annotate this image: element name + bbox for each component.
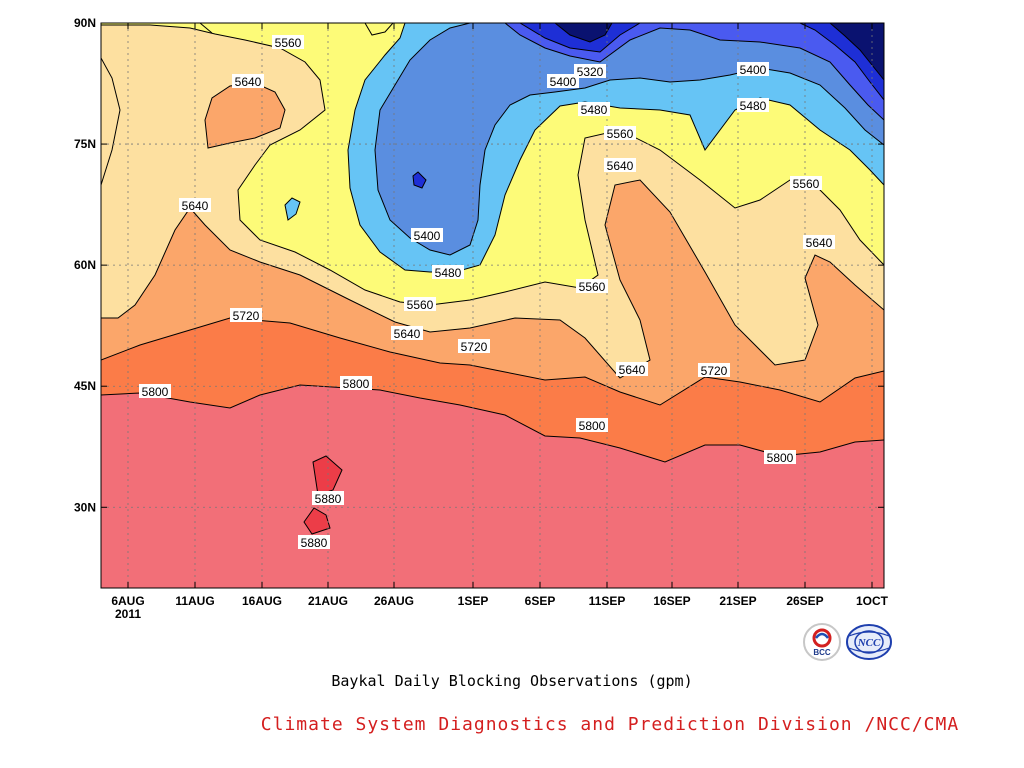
y-tick-label: 75N — [74, 137, 96, 151]
contour-label: 5480 — [432, 265, 464, 280]
y-tick-labels: 90N 75N 60N 45N 30N — [74, 16, 96, 514]
y-tick-label: 60N — [74, 258, 96, 272]
contour-label: 5640 — [803, 235, 835, 250]
contour-label: 5640 — [604, 158, 636, 173]
bcc-logo-text: BCC — [813, 648, 831, 657]
band-5560-5640-leftedge — [101, 58, 120, 185]
contour-label: 5800 — [139, 384, 171, 399]
y-tick-label: 30N — [74, 500, 96, 514]
x-tick-labels: 6AUG 2011 11AUG 16AUG 21AUG 26AUG 1SEP 6SEP 11SE… — [111, 594, 888, 621]
contour-label: 5640 — [391, 326, 423, 341]
contour-label: 5560 — [790, 176, 822, 191]
contour-label: 5720 — [698, 363, 730, 378]
contour-label: 5880 — [312, 491, 344, 506]
svg-text:5880: 5880 — [301, 536, 328, 550]
svg-text:5720: 5720 — [233, 309, 260, 323]
bcc-logo: BCC — [803, 623, 841, 661]
contour-label: 5400 — [737, 62, 769, 77]
svg-text:5400: 5400 — [550, 75, 577, 89]
x-tick-label: 16AUG — [242, 594, 282, 608]
contour-label: 5560 — [272, 35, 304, 50]
svg-text:5320: 5320 — [577, 65, 604, 79]
svg-text:5800: 5800 — [343, 377, 370, 391]
x-tick-label: 11SEP — [589, 594, 626, 608]
contour-label: 5480 — [737, 98, 769, 113]
svg-text:5800: 5800 — [142, 385, 169, 399]
contour-label: 5800 — [340, 376, 372, 391]
svg-text:5800: 5800 — [579, 419, 606, 433]
grid — [101, 23, 884, 588]
contour-label: 5640 — [179, 198, 211, 213]
svg-text:5640: 5640 — [619, 363, 646, 377]
contour-chart: 6AUG 2011 11AUG 16AUG 21AUG 26AUG 1SEP 6SEP 11SE… — [74, 16, 889, 621]
band-5320-5400 — [375, 23, 884, 255]
y-tick-label: 45N — [74, 379, 96, 393]
svg-text:5400: 5400 — [414, 229, 441, 243]
contour-label: 5720 — [230, 308, 262, 323]
svg-text:5640: 5640 — [607, 159, 634, 173]
svg-text:5480: 5480 — [740, 99, 767, 113]
svg-text:5640: 5640 — [806, 236, 833, 250]
svg-text:5480: 5480 — [581, 103, 608, 117]
contour-label: 5320 — [574, 64, 606, 79]
x-tick-label: 16SEP — [653, 594, 690, 608]
svg-text:5640: 5640 — [394, 327, 421, 341]
tick-marks — [101, 22, 884, 588]
svg-text:5640: 5640 — [235, 75, 262, 89]
contour-label: 5560 — [604, 126, 636, 141]
contour-label: 5400 — [411, 228, 443, 243]
chart-subtitle: Baykal Daily Blocking Observations (gpm) — [331, 672, 693, 690]
y-tick-label: 90N — [74, 16, 96, 30]
svg-text:5720: 5720 — [461, 340, 488, 354]
svg-text:5400: 5400 — [740, 63, 767, 77]
contour-label: 5720 — [458, 339, 490, 354]
contour-label: 5560 — [404, 297, 436, 312]
svg-text:5640: 5640 — [182, 199, 209, 213]
svg-text:5560: 5560 — [407, 298, 434, 312]
ncc-logo: NCC — [846, 624, 892, 660]
svg-text:5560: 5560 — [579, 280, 606, 294]
contour-fills — [101, 23, 884, 588]
svg-text:5560: 5560 — [607, 127, 634, 141]
contour-label: 5480 — [578, 102, 610, 117]
svg-text:5560: 5560 — [275, 36, 302, 50]
ncc-logo-text: NCC — [857, 637, 881, 649]
small-low-18aug — [285, 198, 300, 220]
svg-text:5560: 5560 — [793, 177, 820, 191]
contour-label: 5640 — [232, 74, 264, 89]
x-tick-label: 6SEP — [525, 594, 556, 608]
high-5880-b — [304, 508, 330, 534]
x-tick-label: 11AUG — [175, 594, 214, 608]
contour-label: 5640 — [616, 362, 648, 377]
contour-label: 5400 — [547, 74, 579, 89]
svg-text:5800: 5800 — [767, 451, 794, 465]
x-tick-label: 1SEP — [458, 594, 489, 608]
contour-label: 5880 — [298, 535, 330, 550]
plot-frame — [100, 22, 885, 589]
x-tick-label: 26AUG — [374, 594, 414, 608]
x-tick-label: 26SEP — [786, 594, 823, 608]
band-darkest — [555, 23, 884, 80]
svg-text:5880: 5880 — [315, 492, 342, 506]
contour-label: 5800 — [576, 418, 608, 433]
x-tick-label: 1OCT — [856, 594, 889, 608]
svg-text:5720: 5720 — [701, 364, 728, 378]
svg-text:5480: 5480 — [435, 266, 462, 280]
credit-line: Climate System Diagnostics and Predictio… — [260, 714, 960, 735]
x-tick-label: 21SEP — [719, 594, 756, 608]
band-5640-5720-pocket — [205, 83, 285, 148]
contour-label: 5800 — [764, 450, 796, 465]
x-tick-label: 21AUG — [308, 594, 348, 608]
contour-label: 5560 — [576, 279, 608, 294]
x-tick-label: 6AUG 2011 — [111, 594, 144, 621]
small-low-26aug — [413, 172, 426, 188]
